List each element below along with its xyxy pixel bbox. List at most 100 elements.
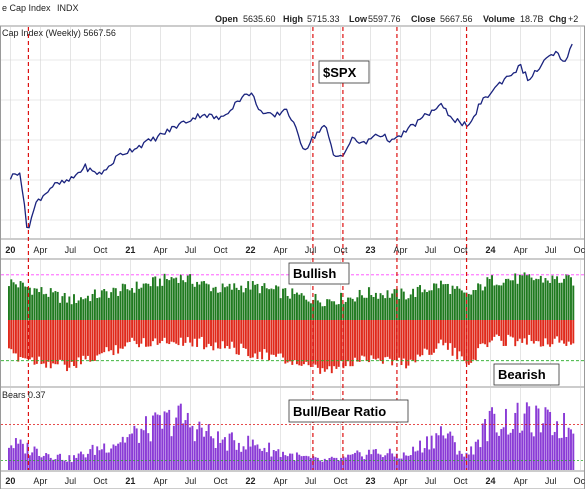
ratio-bar [470, 446, 473, 470]
bearish-bar [165, 320, 168, 344]
bearish-bar [570, 320, 572, 345]
bearish-bar [268, 320, 271, 361]
bullish-bar [363, 297, 366, 320]
bullish-bar [370, 295, 373, 320]
bearish-bar [293, 320, 296, 361]
bullish-bar [309, 303, 312, 320]
bearish-bar [567, 320, 570, 342]
ratio-bar [407, 455, 410, 470]
bullish-bar [298, 294, 301, 320]
bullish-bar [502, 282, 505, 320]
ratio-bar [472, 454, 475, 470]
bullish-bar [500, 285, 503, 320]
bullish-bar [488, 278, 491, 320]
bullish-bar [17, 287, 20, 320]
bearish-bar [465, 320, 468, 364]
bearish-bar [423, 320, 426, 349]
bullish-bar [456, 286, 459, 320]
ratio-bar [337, 460, 340, 470]
ratio-bar [47, 454, 50, 470]
bullish-bar [449, 294, 452, 320]
bearish-bar [170, 320, 173, 342]
bullish-bar [426, 291, 428, 320]
bullish-bar [560, 282, 563, 320]
ratio-bar [226, 450, 229, 470]
ratio-bar [235, 449, 238, 470]
ratio-bar [537, 408, 540, 470]
ratio-bar [305, 455, 308, 470]
bullish-bar [532, 280, 535, 320]
bullish-bar [272, 289, 275, 320]
bullish-bar [365, 297, 368, 320]
ratio-bar [275, 451, 277, 470]
bearish-bar [203, 320, 206, 350]
ratio-bar [86, 453, 89, 470]
ratio-bar [256, 444, 259, 470]
bullish-bar [203, 281, 206, 320]
bearish-bar [230, 320, 233, 342]
bearish-bar [291, 320, 294, 365]
bullish-bar [289, 298, 291, 320]
bearish-bar [546, 320, 549, 345]
bearish-bar [354, 320, 356, 358]
bullish-bar [193, 286, 196, 320]
bearish-bar [542, 320, 545, 347]
bullish-bar [268, 289, 271, 320]
bearish-bar [226, 320, 229, 347]
bearish-bar [367, 320, 370, 363]
bullish-bar [8, 286, 10, 320]
bullish-bar [158, 278, 161, 320]
bearish-bar [161, 320, 164, 341]
bullish-bar [149, 286, 152, 320]
ratio-bar [131, 433, 134, 470]
ratio-bar [556, 421, 559, 470]
bullish-bar [467, 293, 470, 320]
ratio-bar [498, 435, 500, 470]
bearish-bar [38, 320, 41, 357]
bearish-bar [316, 320, 319, 368]
spx-callout-text: $SPX [323, 65, 357, 80]
ratio-bar [63, 460, 66, 470]
bullish-bar [282, 288, 284, 320]
bullish-bar [165, 279, 168, 320]
bearish-bar [168, 320, 171, 345]
ratio-bar [198, 421, 201, 470]
bearish-bar [563, 320, 565, 344]
axis-tick-label: Jul [305, 476, 317, 486]
bullish-bar [263, 283, 266, 320]
bullish-bar [328, 299, 331, 320]
bullish-bar [400, 288, 403, 320]
bullish-bar [121, 283, 124, 320]
bullish-bar [161, 285, 164, 320]
bearish-bar [467, 320, 470, 365]
bearish-bar [295, 320, 298, 365]
bullish-bar [444, 284, 447, 320]
bullish-bar [539, 275, 542, 320]
bullish-bar [205, 283, 208, 320]
ratio-bars [8, 402, 575, 470]
bearish-bar [372, 320, 375, 359]
bullish-bar [314, 293, 317, 320]
bearish-bar [453, 320, 456, 348]
ratio-bar [182, 423, 185, 470]
bearish-bar [386, 320, 389, 357]
ratio-bar [56, 454, 59, 470]
bearish-bar [119, 320, 122, 349]
bearish-bar [59, 320, 62, 360]
bearish-bar [442, 320, 445, 346]
bearish-bar [393, 320, 396, 361]
bearish-bar [551, 320, 554, 345]
ratio-bar [484, 419, 487, 470]
bullish-bar [421, 292, 424, 320]
bullish-bar [82, 299, 85, 320]
bearish-bar [61, 320, 64, 361]
axis-tick-label: Jul [305, 245, 317, 255]
bearish-bar [210, 320, 212, 347]
bullish-bar [479, 284, 482, 320]
bullish-bar [119, 291, 122, 320]
ratio-bar [93, 454, 96, 470]
bearish-bar [77, 320, 80, 358]
bearish-bar [277, 320, 280, 354]
bearish-bar [400, 320, 403, 366]
bearish-bar [435, 320, 438, 349]
